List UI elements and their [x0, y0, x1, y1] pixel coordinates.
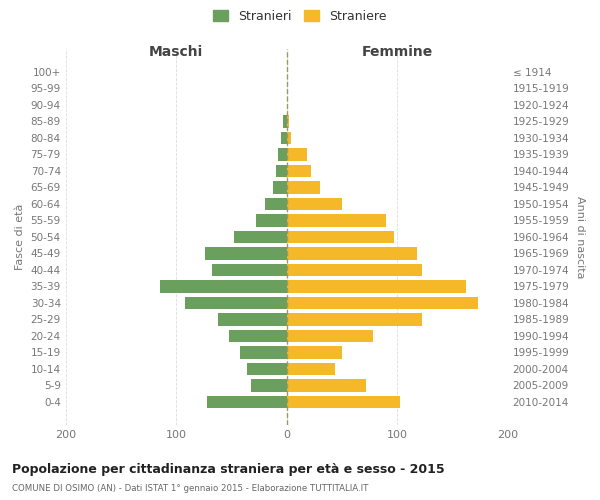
Bar: [287, 164, 311, 177]
Bar: [287, 181, 320, 194]
Bar: [287, 116, 289, 128]
Bar: [274, 181, 287, 194]
Bar: [233, 230, 287, 243]
Bar: [207, 396, 287, 408]
Y-axis label: Anni di nascita: Anni di nascita: [575, 196, 585, 278]
Bar: [251, 379, 287, 392]
Text: Maschi: Maschi: [149, 45, 203, 59]
Bar: [287, 198, 342, 210]
Bar: [160, 280, 287, 292]
Bar: [287, 148, 307, 160]
Bar: [287, 132, 291, 144]
Bar: [265, 198, 287, 210]
Bar: [287, 214, 386, 226]
Bar: [287, 230, 394, 243]
Text: Popolazione per cittadinanza straniera per età e sesso - 2015: Popolazione per cittadinanza straniera p…: [12, 462, 445, 475]
Legend: Stranieri, Straniere: Stranieri, Straniere: [209, 6, 391, 26]
Bar: [241, 346, 287, 358]
Bar: [287, 330, 373, 342]
Bar: [287, 396, 400, 408]
Bar: [287, 346, 342, 358]
Bar: [218, 313, 287, 326]
Bar: [283, 116, 287, 128]
Bar: [287, 296, 478, 309]
Bar: [275, 164, 287, 177]
Bar: [229, 330, 287, 342]
Bar: [287, 247, 417, 260]
Y-axis label: Fasce di età: Fasce di età: [15, 204, 25, 270]
Bar: [247, 362, 287, 375]
Bar: [212, 264, 287, 276]
Bar: [278, 148, 287, 160]
Bar: [287, 362, 335, 375]
Bar: [287, 313, 422, 326]
Bar: [281, 132, 287, 144]
Text: COMUNE DI OSIMO (AN) - Dati ISTAT 1° gennaio 2015 - Elaborazione TUTTITALIA.IT: COMUNE DI OSIMO (AN) - Dati ISTAT 1° gen…: [12, 484, 368, 493]
Text: Femmine: Femmine: [362, 45, 433, 59]
Bar: [185, 296, 287, 309]
Bar: [287, 264, 422, 276]
Bar: [205, 247, 287, 260]
Bar: [287, 280, 466, 292]
Bar: [256, 214, 287, 226]
Bar: [287, 379, 367, 392]
